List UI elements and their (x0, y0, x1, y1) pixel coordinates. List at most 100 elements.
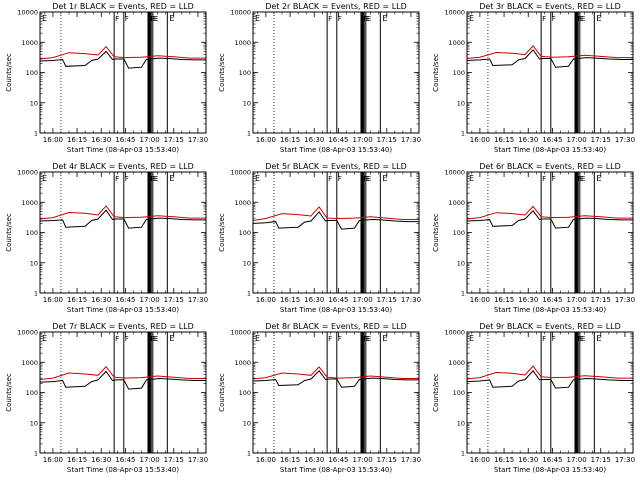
data-point-events (518, 380, 519, 382)
data-point-lld (568, 56, 569, 58)
data-point-events (115, 58, 117, 60)
data-point-lld (97, 54, 99, 56)
data-point-events (128, 67, 130, 69)
data-point-events (555, 387, 557, 389)
y-tick-label: 1000 (234, 39, 251, 47)
data-point-lld (141, 56, 142, 58)
y-tick-label: 10000 (17, 329, 38, 337)
data-point-lld (511, 213, 513, 215)
y-axis-label: Counts/sec (218, 373, 226, 412)
x-tick-label: 16:00 (43, 136, 63, 144)
y-tick-label: 10 (457, 259, 465, 267)
y-tick-label: 1 (247, 130, 251, 138)
x-tick-label: 16:15 (280, 296, 300, 304)
y-tick-label: 1 (34, 450, 38, 458)
data-point-events (532, 370, 534, 372)
data-point-lld (386, 376, 388, 378)
y-tick-label: 1000 (234, 199, 251, 207)
x-tick-label: 16:30 (91, 136, 111, 144)
corner-label-left: E (42, 174, 47, 183)
x-tick-label: 17:15 (164, 136, 184, 144)
x-tick-label: 17:15 (591, 296, 611, 304)
data-point-events (62, 59, 63, 60)
data-point-lld (568, 376, 569, 378)
data-point-lld (84, 212, 86, 214)
data-point-events (112, 219, 113, 220)
y-axis-label: Counts/sec (5, 213, 13, 252)
data-point-lld (113, 56, 115, 58)
marker-label: F (362, 335, 366, 343)
x-tick-label: 16:15 (280, 136, 300, 144)
x-tick-label: 16:00 (256, 456, 276, 464)
data-point-lld (511, 372, 513, 374)
y-tick-label: 10000 (17, 9, 38, 17)
data-point-lld (479, 217, 481, 219)
data-point-lld (265, 218, 267, 219)
data-point-lld (318, 366, 320, 368)
plot-frame (252, 331, 420, 454)
data-point-events (325, 379, 326, 380)
x-tick-label: 17:15 (377, 136, 397, 144)
data-point-lld (495, 212, 497, 214)
panel-title: Det 7r BLACK = Events, RED = LLD (52, 322, 194, 331)
panel-title: Det 8r BLACK = Events, RED = LLD (265, 322, 407, 331)
data-point-lld (173, 216, 175, 218)
y-tick-label: 1000 (448, 359, 465, 367)
x-tick-label: 17:00 (139, 136, 159, 144)
data-point-events (265, 380, 267, 381)
marker-label: E (581, 15, 585, 23)
panel-det-3: Det 3r BLACK = Events, RED = LLD Counts/s… (432, 2, 635, 154)
data-point-lld (189, 57, 191, 59)
y-tick-label: 100 (26, 389, 38, 397)
marker-label: F (552, 335, 556, 343)
x-tick-label: 16:15 (280, 456, 300, 464)
y-tick-label: 100 (453, 69, 465, 77)
data-point-events (492, 386, 494, 388)
x-tick-label: 17:30 (188, 456, 208, 464)
data-point-events (354, 227, 355, 229)
data-point-lld (310, 215, 312, 217)
data-point-lld (402, 378, 404, 379)
marker-label: F (338, 15, 342, 23)
data-point-events (97, 218, 99, 220)
marker-label: F (338, 175, 342, 183)
data-point-events (62, 380, 63, 381)
data-point-events (91, 220, 92, 221)
data-point-events (381, 219, 383, 221)
data-point-lld (524, 374, 526, 376)
marker-label: F (328, 335, 332, 343)
data-point-events (84, 65, 86, 66)
panel-title: Det 6r BLACK = Events, RED = LLD (479, 162, 621, 171)
data-point-lld (616, 217, 618, 219)
data-point-events (141, 226, 142, 228)
data-point-lld (354, 217, 355, 219)
data-point-lld (540, 216, 542, 218)
data-point-events (141, 66, 142, 68)
data-point-events (489, 379, 490, 381)
marker-label: F (364, 175, 368, 183)
marker-label: F (542, 175, 546, 183)
data-point-events (158, 378, 160, 379)
data-point-events (112, 380, 113, 381)
panel-det-2: Det 2r BLACK = Events, RED = LLD Counts/s… (218, 2, 421, 154)
corner-label-right: E (596, 174, 601, 183)
marker-label: E (581, 175, 585, 183)
data-point-lld (524, 214, 526, 216)
x-tick-label: 17:00 (139, 296, 159, 304)
data-point-events (511, 385, 513, 387)
y-axis-label: Counts/sec (5, 373, 13, 412)
x-tick-label: 17:15 (164, 296, 184, 304)
data-point-events (542, 58, 544, 59)
data-point-events (539, 379, 540, 381)
y-axis-label: Counts/sec (218, 53, 226, 92)
data-point-lld (113, 376, 115, 378)
x-axis-label: Start Time (08-Apr-03 15:53:40) (280, 146, 392, 154)
plot-frame (39, 171, 207, 294)
data-point-lld (524, 54, 526, 56)
data-point-lld (97, 374, 99, 376)
data-point-events (310, 220, 312, 222)
x-tick-label: 16:15 (494, 456, 514, 464)
data-point-events (550, 218, 552, 220)
data-point-lld (495, 52, 497, 53)
data-point-events (381, 378, 383, 379)
